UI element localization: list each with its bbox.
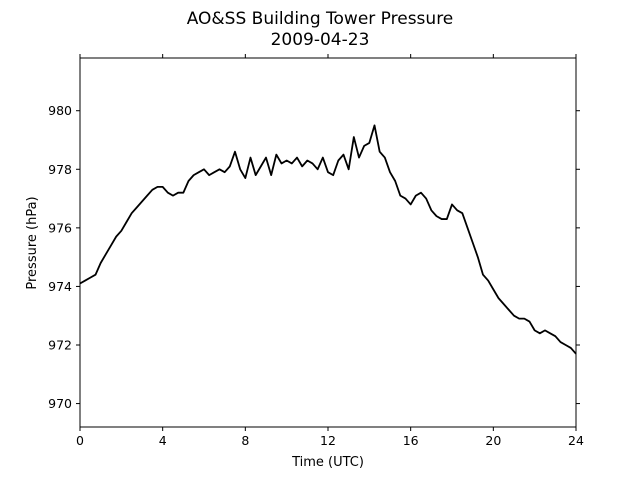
y-tick-label: 972 (48, 338, 72, 353)
plot-area: 0 4 8 12 16 20 24 970 972 974 976 978 980 (48, 54, 584, 448)
axes-frame (79, 57, 577, 428)
x-tick-label: 24 (568, 433, 584, 448)
series-line-0 (79, 124, 577, 355)
x-tick-label: 4 (159, 433, 167, 448)
y-tick-label: 980 (48, 103, 72, 118)
x-axis-label: Time (UTC) (291, 455, 364, 470)
y-tick-label: 970 (48, 396, 72, 411)
x-tick-label: 12 (320, 433, 336, 448)
y-axis-label: Pressure (hPa) (25, 196, 40, 289)
chart-title: AO&SS Building Tower Pressure (187, 9, 454, 29)
y-tick-label: 974 (48, 279, 72, 294)
x-tick-label: 0 (76, 433, 84, 448)
chart-subtitle: 2009-04-23 (271, 30, 370, 50)
x-tick-label: 8 (241, 433, 249, 448)
y-tick-label: 976 (48, 220, 72, 235)
x-tick-label: 20 (485, 433, 501, 448)
y-tick-label: 978 (48, 162, 72, 177)
x-tick-label: 16 (403, 433, 419, 448)
